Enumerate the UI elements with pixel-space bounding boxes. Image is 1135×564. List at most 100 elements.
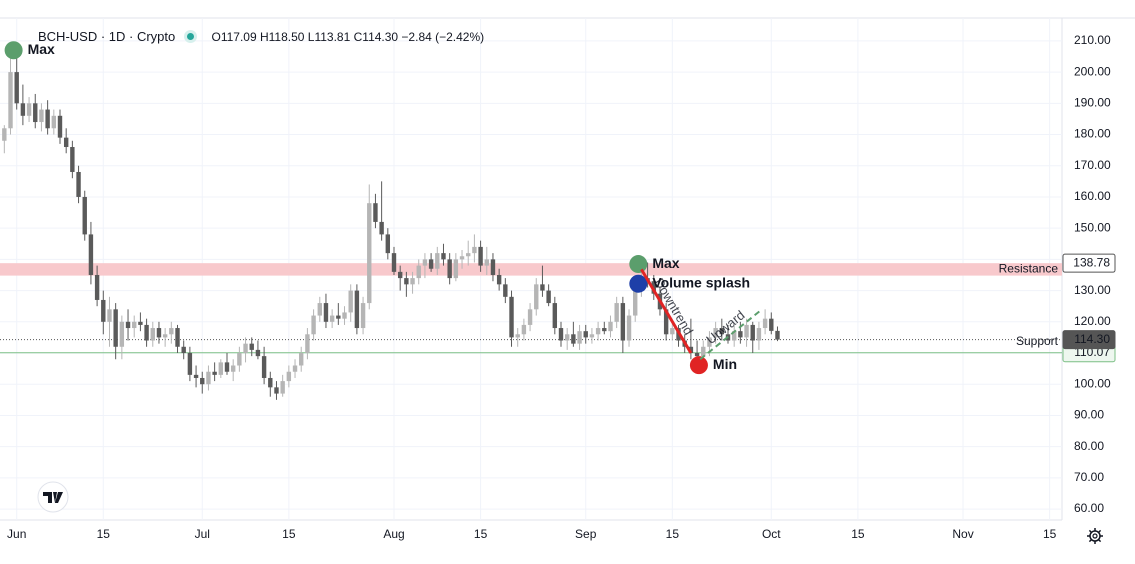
support-label: Support — [1016, 334, 1059, 348]
last-price-box — [1062, 330, 1116, 350]
candle-body — [397, 271, 403, 279]
candle-body — [175, 328, 180, 347]
candle-body — [472, 246, 477, 254]
candle-body — [750, 324, 755, 341]
x-tick-label: Nov — [952, 527, 973, 541]
candle-body — [527, 309, 533, 325]
marker — [4, 41, 23, 60]
candle-body — [626, 315, 632, 341]
candle-body — [552, 303, 558, 329]
candle-body — [478, 246, 483, 266]
candle-body — [261, 356, 267, 378]
candle-body — [329, 315, 335, 322]
x-tick-label: Sep — [575, 527, 597, 541]
candle-body — [589, 334, 595, 338]
x-tick-label: 15 — [474, 527, 488, 541]
candle-body — [633, 290, 638, 316]
candle-body — [218, 362, 224, 375]
candle-body — [775, 330, 780, 340]
candle-body — [719, 328, 725, 335]
candle-body — [243, 343, 248, 354]
candle-body — [688, 346, 694, 354]
candle-body — [119, 321, 125, 347]
candle-body — [274, 387, 279, 394]
candle-body — [583, 331, 588, 338]
x-tick-label: Oct — [762, 527, 781, 541]
candle-body — [428, 259, 434, 269]
candle-body — [162, 334, 168, 338]
candle-body — [496, 274, 502, 285]
candle-body — [373, 203, 378, 222]
resistance-price-box — [1062, 253, 1116, 273]
candle-body — [88, 234, 94, 275]
candle-body — [224, 362, 230, 372]
resistance-label: Resistance — [999, 262, 1059, 276]
y-tick-label: 210.00 — [1074, 33, 1111, 47]
candle-body — [404, 278, 409, 285]
marker-label: Max — [652, 255, 679, 271]
settings-icon[interactable] — [1087, 528, 1103, 544]
candle-body — [150, 328, 155, 341]
candle-body — [187, 353, 193, 375]
candle-body — [193, 374, 199, 378]
candle-body — [20, 103, 26, 116]
y-tick-label: 80.00 — [1074, 439, 1104, 453]
marker — [629, 274, 648, 293]
candle-body — [39, 109, 44, 123]
candle-body — [391, 253, 397, 272]
candle-body — [484, 259, 489, 266]
candle-body — [255, 349, 261, 357]
candle-body — [416, 265, 421, 279]
x-tick-label: Jun — [7, 527, 26, 541]
candle-body — [694, 353, 700, 357]
candle-body — [305, 334, 310, 354]
candle-body — [144, 324, 149, 341]
candle-body — [169, 328, 174, 335]
candle-body — [441, 253, 446, 260]
candle-body — [348, 290, 353, 313]
x-tick-label: 15 — [97, 527, 111, 541]
candle-body — [762, 318, 768, 329]
candle-body — [286, 371, 292, 382]
candle-body — [181, 346, 186, 354]
candle-body — [14, 72, 19, 104]
y-tick-label: 190.00 — [1074, 95, 1111, 109]
marker — [629, 255, 648, 274]
candle-body — [620, 303, 626, 341]
candle-body — [2, 128, 7, 141]
x-tick-label: Aug — [383, 527, 404, 541]
candle-body — [608, 321, 613, 332]
symbol-title[interactable]: BCH-USD · 1D · Crypto — [38, 29, 176, 44]
candle-body — [534, 284, 539, 310]
candle-body — [57, 115, 63, 138]
candle-body — [769, 318, 774, 331]
y-tick-label: 60.00 — [1074, 501, 1104, 515]
marker-label: Min — [713, 356, 737, 372]
candle-body — [70, 147, 75, 172]
candle-body — [577, 331, 582, 344]
candle-body — [670, 328, 675, 335]
candle-body — [45, 109, 50, 129]
candle-body — [447, 259, 452, 279]
candle-body — [459, 256, 465, 260]
x-tick-label: 15 — [851, 527, 865, 541]
tv-logo[interactable] — [37, 481, 69, 513]
candle-body — [521, 324, 527, 335]
candle-body — [230, 365, 236, 372]
resistance-band — [0, 263, 1062, 276]
candle-body — [756, 328, 762, 341]
candle-body — [564, 334, 570, 341]
y-tick-label: 120.00 — [1074, 314, 1111, 328]
marker-label: Max — [28, 41, 55, 57]
x-tick-label: 15 — [282, 527, 296, 541]
candle-body — [280, 381, 285, 394]
status-dot — [186, 33, 194, 40]
candle-body — [663, 309, 669, 335]
candle-body — [268, 377, 273, 388]
candle-body — [360, 303, 366, 329]
marker — [689, 356, 708, 375]
candle-body — [595, 328, 601, 335]
candle-body — [249, 343, 254, 350]
